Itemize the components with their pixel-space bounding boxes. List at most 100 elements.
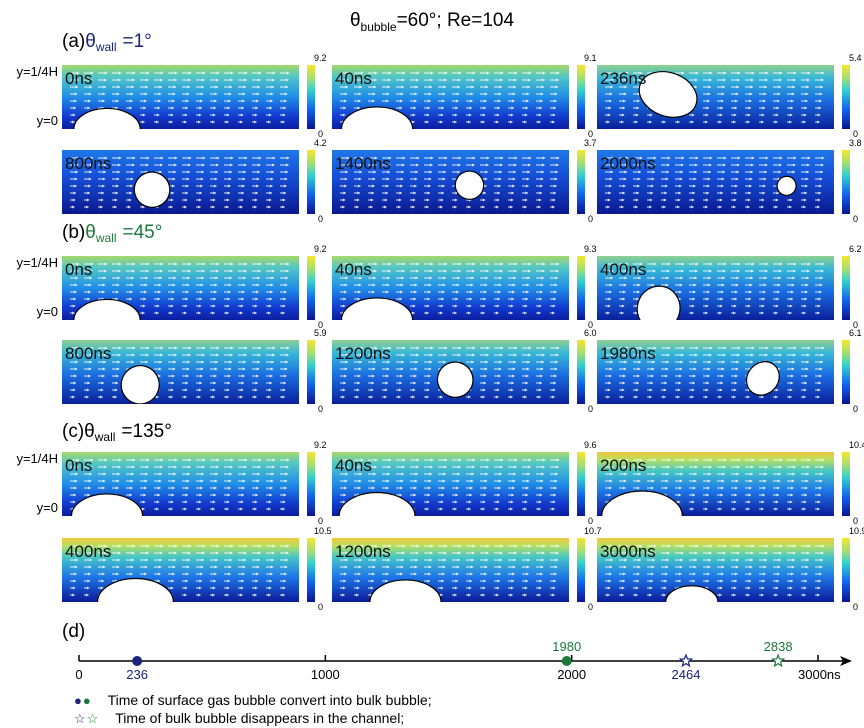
colorbar-max: 4.2 — [314, 138, 327, 148]
y-top-label: y=1/4H — [16, 451, 58, 466]
flow-panel: 1200ns — [332, 538, 569, 602]
tick-label: 0 — [75, 667, 82, 682]
velocity-field — [62, 256, 299, 320]
velocity-background — [597, 256, 834, 320]
flow-panel: 1200ns — [332, 340, 569, 404]
colorbar-min: 0 — [588, 516, 594, 526]
colorbar — [842, 340, 850, 404]
colorbar — [577, 538, 585, 602]
time-label: 400ns — [600, 260, 647, 279]
time-label: 0ns — [65, 69, 93, 88]
colorbar-max: 10.5 — [314, 526, 332, 536]
case-label: (b)θwall =45° — [62, 222, 163, 245]
velocity-field — [62, 340, 299, 404]
colorbar — [307, 452, 315, 516]
colorbar-max: 9.2 — [314, 440, 327, 450]
velocity-field — [332, 256, 569, 320]
colorbar-max: 10.9 — [849, 526, 864, 536]
tick-label: 2000 — [557, 667, 586, 682]
bubble — [96, 577, 174, 602]
case-label: (c)θwall =135° — [62, 421, 172, 444]
event-dot — [561, 656, 572, 666]
flow-panel: 40ns — [332, 256, 569, 320]
colorbar-min: 0 — [853, 602, 859, 612]
velocity-background — [62, 340, 299, 404]
colorbar — [577, 340, 585, 404]
time-label: 1980ns — [600, 344, 656, 363]
y-bottom-label: y=0 — [36, 500, 58, 515]
time-label: 200ns — [600, 456, 647, 475]
time-label: 3000ns — [600, 542, 656, 561]
colorbar — [307, 538, 315, 602]
time-label: 2000ns — [600, 154, 656, 173]
dot-pair-icon: ●● — [74, 693, 92, 708]
time-label: 40ns — [335, 69, 372, 88]
bubble — [338, 491, 416, 516]
colorbar-min: 0 — [588, 320, 594, 330]
time-label: 0ns — [65, 456, 93, 475]
velocity-field — [62, 538, 299, 602]
velocity-field — [597, 65, 834, 129]
colorbar-min: 0 — [853, 129, 859, 139]
velocity-background — [597, 538, 834, 602]
velocity-field — [597, 340, 834, 404]
colorbar-max: 3.7 — [584, 138, 597, 148]
star-pair-icon: ☆☆ — [74, 711, 100, 726]
velocity-field — [597, 256, 834, 320]
colorbar-min: 0 — [588, 602, 594, 612]
colorbar — [577, 65, 585, 129]
time-label: 800ns — [65, 344, 112, 363]
time-label: 0ns — [65, 260, 93, 279]
time-label: 1200ns — [335, 542, 391, 561]
colorbar-max: 10.4 — [849, 440, 864, 450]
event-star — [678, 653, 694, 668]
time-label: 40ns — [335, 260, 372, 279]
flow-panel: 40ns — [332, 452, 569, 516]
velocity-background — [62, 150, 299, 214]
colorbar-min: 0 — [588, 129, 594, 139]
velocity-background — [597, 340, 834, 404]
y-top-label: y=1/4H — [16, 255, 58, 270]
flow-panel: 800ns — [62, 340, 299, 404]
bubble — [665, 585, 719, 602]
colorbar-min: 0 — [318, 602, 324, 612]
colorbar — [577, 452, 585, 516]
colorbar-min: 0 — [318, 516, 324, 526]
colorbar-min: 0 — [318, 320, 324, 330]
colorbar-max: 6.0 — [584, 328, 597, 338]
colorbar-min: 0 — [853, 404, 859, 414]
flow-panel: 400ns — [597, 256, 834, 320]
event-dot — [132, 656, 143, 666]
flow-panel: 1400ns — [332, 150, 569, 214]
time-label: 236ns — [600, 69, 647, 88]
legend-text-disappear: Time of bulk bubble disappears in the ch… — [115, 710, 405, 726]
colorbar-max: 5.9 — [314, 328, 327, 338]
bubble — [454, 170, 485, 200]
velocity-field — [332, 150, 569, 214]
bubble — [601, 490, 683, 516]
velocity-field — [332, 538, 569, 602]
colorbar — [842, 65, 850, 129]
velocity-field — [332, 340, 569, 404]
bubble — [340, 297, 414, 320]
flow-panel: 40ns — [332, 65, 569, 129]
velocity-background — [332, 150, 569, 214]
y-bottom-label: y=0 — [36, 304, 58, 319]
colorbar-min: 0 — [853, 320, 859, 330]
time-label: 800ns — [65, 154, 112, 173]
bubble — [636, 285, 681, 320]
colorbar-max: 9.1 — [584, 53, 597, 63]
colorbar — [307, 340, 315, 404]
velocity-field — [332, 65, 569, 129]
colorbar — [307, 256, 315, 320]
flow-panel: 1980ns — [597, 340, 834, 404]
flow-panel: 800ns — [62, 150, 299, 214]
y-bottom-label: y=0 — [36, 113, 58, 128]
time-label: 1200ns — [335, 344, 391, 363]
colorbar — [842, 150, 850, 214]
velocity-field — [62, 452, 299, 516]
bubble — [745, 361, 780, 396]
figure-title: θbubble=60°; Re=104 — [349, 10, 515, 34]
velocity-field — [597, 538, 834, 602]
colorbar-max: 6.2 — [849, 244, 862, 254]
